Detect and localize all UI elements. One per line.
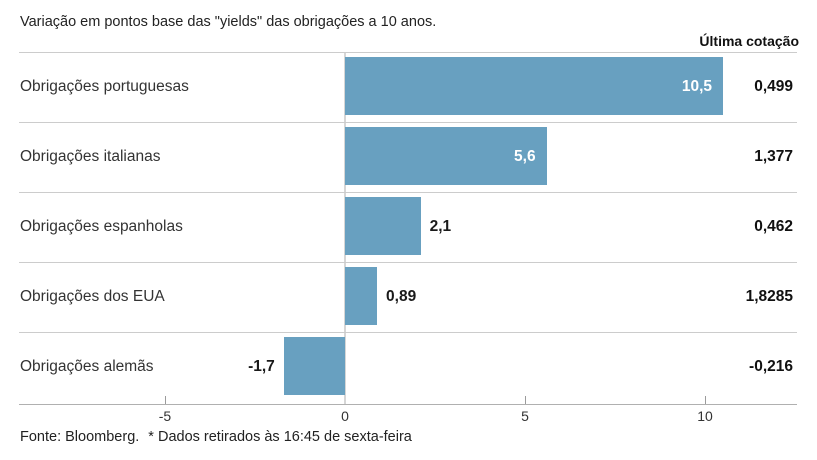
last-quote-value: 1,8285 bbox=[745, 288, 793, 305]
row-separator bbox=[19, 192, 797, 193]
bar-value-label: 0,89 bbox=[386, 288, 417, 305]
x-axis-tick bbox=[705, 396, 706, 404]
last-quote-value: -0,216 bbox=[749, 358, 793, 375]
note-text: * Dados retirados às 16:45 de sexta-feir… bbox=[148, 429, 412, 445]
value-bar bbox=[345, 197, 421, 255]
value-bar bbox=[345, 267, 378, 325]
value-bar bbox=[283, 337, 345, 395]
row-separator bbox=[19, 262, 797, 263]
category-label: Obrigações espanholas bbox=[20, 218, 183, 235]
value-bar bbox=[345, 127, 547, 185]
last-quote-value: 0,499 bbox=[754, 78, 793, 95]
x-axis-tick bbox=[165, 396, 166, 404]
source-text: Fonte: Bloomberg. bbox=[20, 429, 140, 445]
category-label: Obrigações portuguesas bbox=[20, 78, 189, 95]
chart-title: Variação em pontos base das "yields" das… bbox=[20, 14, 437, 30]
last-quote-column-header: Última cotação bbox=[699, 33, 799, 49]
x-axis-tick-label: 0 bbox=[341, 408, 349, 424]
bar-value-label: 5,6 bbox=[514, 148, 536, 165]
category-label: Obrigações italianas bbox=[20, 148, 161, 165]
bar-value-label: 10,5 bbox=[681, 78, 712, 95]
x-axis-tick bbox=[525, 396, 526, 404]
x-axis-tick-label: -5 bbox=[158, 408, 172, 424]
last-quote-value: 0,462 bbox=[754, 218, 793, 235]
row-separator bbox=[19, 332, 797, 333]
source-note: Fonte: Bloomberg. * Dados retirados às 16… bbox=[20, 429, 412, 445]
row-separator bbox=[19, 122, 797, 123]
value-bar bbox=[345, 57, 723, 115]
last-quote-value: 1,377 bbox=[754, 148, 793, 165]
bar-value-label: -1,7 bbox=[248, 358, 275, 375]
category-label: Obrigações alemãs bbox=[20, 358, 154, 375]
x-axis-tick-label: 10 bbox=[697, 408, 713, 424]
row-separator bbox=[19, 52, 797, 53]
category-label: Obrigações dos EUA bbox=[20, 288, 165, 305]
bar-value-label: 2,1 bbox=[429, 218, 452, 235]
x-axis-tick-label: 5 bbox=[521, 408, 529, 424]
x-axis-line bbox=[19, 404, 797, 405]
